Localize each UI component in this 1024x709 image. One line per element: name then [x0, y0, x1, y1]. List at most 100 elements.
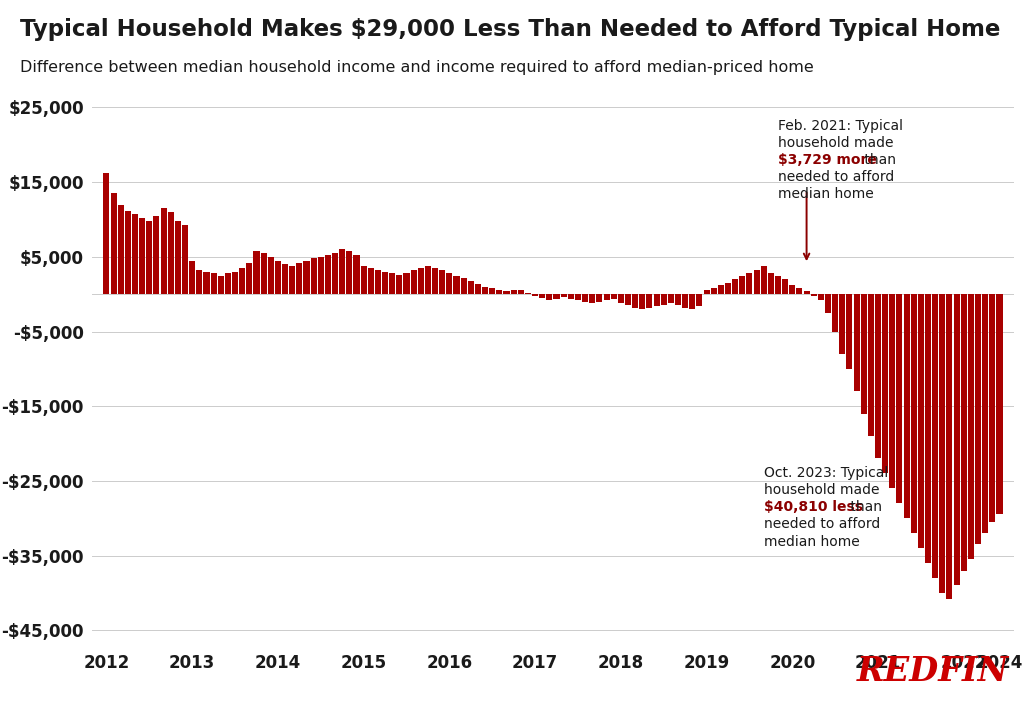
Bar [182, 225, 188, 294]
Bar [918, 294, 924, 548]
Bar [761, 267, 767, 294]
Text: Oct. 2023: Typical: Oct. 2023: Typical [764, 466, 888, 480]
Bar [289, 266, 295, 294]
Bar [660, 294, 667, 305]
Bar [696, 294, 702, 306]
Bar [768, 273, 774, 294]
Bar [675, 294, 681, 306]
Bar [218, 276, 224, 294]
Bar [925, 294, 931, 563]
Bar [274, 261, 281, 294]
Bar [368, 268, 374, 294]
Bar [625, 294, 631, 305]
Bar [689, 294, 695, 309]
Bar [468, 281, 474, 294]
Bar [425, 266, 431, 294]
Bar [847, 294, 852, 369]
Bar [525, 293, 531, 294]
Bar [267, 257, 273, 294]
Bar [818, 294, 824, 300]
Bar [775, 276, 781, 294]
Bar [432, 268, 438, 294]
Bar [504, 291, 510, 294]
Text: median home: median home [778, 187, 873, 201]
Bar [874, 294, 881, 459]
Bar [247, 263, 252, 294]
Bar [589, 294, 595, 303]
Text: median home: median home [764, 535, 859, 549]
Bar [975, 294, 981, 545]
Bar [132, 213, 138, 294]
Bar [910, 294, 916, 533]
Bar [389, 273, 395, 294]
Bar [896, 294, 902, 503]
Bar [482, 286, 488, 294]
Bar [332, 253, 338, 294]
Bar [617, 294, 624, 303]
Bar [125, 211, 131, 294]
Bar [797, 289, 803, 294]
Bar [211, 273, 217, 294]
Bar [325, 255, 331, 294]
Bar [833, 294, 839, 332]
Bar [946, 294, 952, 599]
Bar [561, 294, 566, 297]
Bar [339, 250, 345, 294]
Bar [418, 268, 424, 294]
Bar [225, 273, 231, 294]
Bar [232, 272, 238, 294]
Bar [582, 294, 588, 301]
Bar [603, 294, 609, 300]
Bar [175, 221, 181, 294]
Bar [360, 266, 367, 294]
Bar [540, 294, 545, 298]
Bar [567, 294, 573, 298]
Text: $3,729 more: $3,729 more [778, 153, 877, 167]
Bar [610, 294, 616, 298]
Bar [254, 251, 259, 294]
Text: Typical Household Makes $29,000 Less Than Needed to Afford Typical Home: Typical Household Makes $29,000 Less Tha… [20, 18, 1000, 40]
Bar [682, 294, 688, 308]
Bar [782, 279, 788, 294]
Text: household made: household made [778, 136, 894, 150]
Bar [725, 283, 731, 294]
Text: $40,810 less: $40,810 less [764, 501, 862, 514]
Bar [189, 261, 196, 294]
Bar [282, 264, 288, 294]
Bar [574, 294, 581, 300]
Bar [547, 294, 552, 300]
Bar [204, 272, 210, 294]
Bar [161, 208, 167, 294]
Text: Feb. 2021: Typical: Feb. 2021: Typical [778, 118, 903, 133]
Text: needed to afford: needed to afford [778, 170, 894, 184]
Bar [596, 294, 602, 301]
Bar [382, 272, 388, 294]
Bar [889, 294, 895, 489]
Text: household made: household made [764, 483, 880, 497]
Bar [497, 290, 503, 294]
Bar [346, 251, 352, 294]
Text: needed to afford: needed to afford [764, 518, 880, 532]
Bar [461, 278, 467, 294]
Bar [118, 205, 124, 294]
Bar [703, 291, 710, 294]
Bar [375, 270, 381, 294]
Bar [197, 270, 203, 294]
Bar [454, 276, 460, 294]
Bar [811, 294, 817, 296]
Bar [754, 270, 760, 294]
Bar [139, 218, 145, 294]
Bar [103, 173, 110, 294]
Bar [411, 270, 417, 294]
Bar [518, 291, 524, 294]
Text: REDFIN: REDFIN [856, 654, 1009, 688]
Bar [146, 221, 153, 294]
Bar [303, 261, 309, 294]
Bar [653, 294, 659, 306]
Bar [439, 270, 445, 294]
Bar [804, 291, 810, 294]
Text: than: than [846, 501, 882, 514]
Bar [939, 294, 945, 593]
Bar [554, 294, 559, 298]
Bar [739, 276, 745, 294]
